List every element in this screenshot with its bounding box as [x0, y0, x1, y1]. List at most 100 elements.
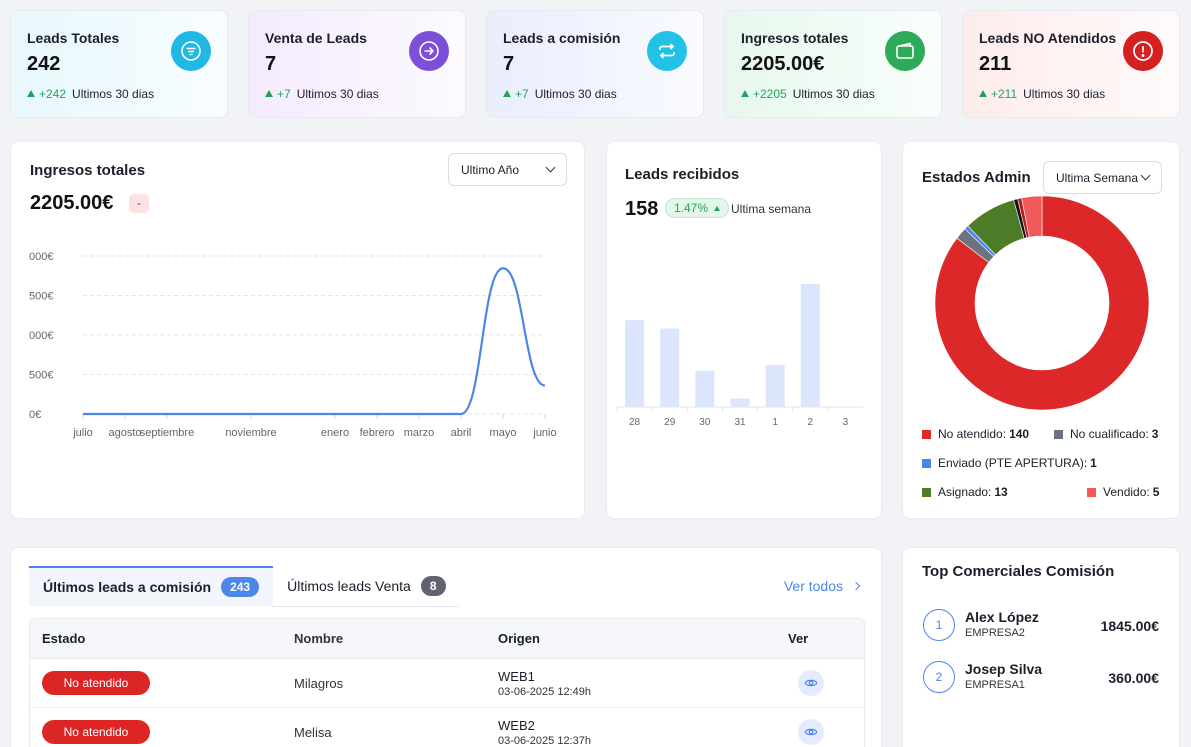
legend-swatch — [922, 487, 931, 497]
legend-item-no-cualificado[interactable]: No cualificado: 3 — [1054, 427, 1158, 441]
stat-title: Leads Totales — [27, 30, 120, 46]
count-badge: 243 — [221, 577, 260, 597]
up-arrow-icon — [265, 90, 273, 97]
stat-title: Ingresos totales — [741, 30, 849, 46]
comercial-name: Josep Silva — [965, 661, 1043, 677]
column-header: Ver — [788, 631, 809, 646]
filter-icon — [171, 31, 211, 71]
x-tick-label: noviembre — [225, 427, 276, 439]
rank-badge: 2 — [923, 661, 955, 693]
income-badge: - — [129, 194, 149, 213]
x-tick-label: 29 — [664, 417, 676, 428]
legend-item-enviado[interactable]: Enviado (PTE APERTURA): 1 — [922, 456, 1097, 470]
tab-divider — [271, 606, 459, 607]
table-row: No atendido Melisa WEB2 03-06-2025 12:37… — [30, 708, 864, 747]
x-tick-label: abril — [451, 427, 472, 439]
x-tick-label: agosto — [108, 427, 141, 439]
stat-value: 2205.00€ — [741, 53, 825, 75]
legend-label: No atendido: — [938, 427, 1007, 441]
view-eye-icon[interactable] — [798, 670, 824, 696]
lead-date: 03-06-2025 12:37h — [498, 734, 591, 747]
legend-value: 13 — [994, 485, 1008, 499]
delta-period: Ultimos 30 dias — [792, 87, 875, 101]
legend-item-vendido[interactable]: Vendido: 5 — [1087, 485, 1159, 499]
leads-percent-badge: 1.47% — [665, 198, 730, 218]
stat-delta: +7 Ultimos 30 dias — [503, 87, 617, 101]
column-header: Nombre — [294, 631, 344, 646]
leads-panel: Leads recibidos 158 1.47% Ultima semana … — [606, 141, 882, 519]
stat-value: 7 — [503, 53, 515, 75]
delta-value: +211 — [991, 87, 1018, 101]
up-arrow-icon — [503, 90, 511, 97]
estados-title: Estados Admin — [922, 169, 1031, 186]
leads-bar — [765, 365, 785, 407]
column-header: Estado — [42, 631, 86, 646]
x-tick-label: marzo — [404, 427, 435, 439]
percent-value: 1.47% — [674, 201, 709, 215]
legend-swatch — [1087, 487, 1096, 497]
wallet-icon — [885, 31, 925, 71]
stat-delta: +2205 Ultimos 30 dias — [741, 87, 875, 101]
delta-period: Ultimos 30 dias — [534, 87, 617, 101]
stat-value: 7 — [265, 53, 277, 75]
x-tick-label: junio — [532, 427, 556, 439]
top-comerciales-panel: Top Comerciales Comisión 1 Alex López EM… — [902, 547, 1180, 747]
x-tick-label: septiembre — [140, 427, 194, 439]
lead-name: Milagros — [294, 675, 344, 691]
legend-label: Vendido: — [1103, 485, 1150, 499]
x-tick-label: julio — [72, 427, 93, 439]
up-arrow-icon — [979, 90, 987, 97]
stat-delta: +242 Ultimos 30 dias — [27, 87, 154, 101]
top-title: Top Comerciales Comisión — [922, 563, 1115, 580]
income-value: 2205.00€ — [30, 192, 114, 214]
up-arrow-icon — [714, 205, 721, 211]
period-dropdown[interactable]: Ultimo Año — [448, 153, 567, 186]
leads-bar — [730, 398, 750, 407]
lead-origin: WEB2 — [498, 717, 535, 733]
tab-leads-comision[interactable]: Últimos leads a comisión 243 — [29, 566, 274, 606]
tab-label: Últimos leads Venta — [287, 578, 411, 594]
legend-label: No cualificado: — [1070, 427, 1149, 441]
lead-date: 03-06-2025 12:49h — [498, 685, 591, 698]
legend-item-asignado[interactable]: Asignado: 13 — [922, 485, 1008, 499]
legend-label: Enviado (PTE APERTURA): — [938, 456, 1088, 470]
stat-delta: +7 Ultimos 30 dias — [265, 87, 379, 101]
income-title: Ingresos totales — [30, 162, 146, 179]
leads-bar — [695, 370, 715, 407]
legend-item-no-atendido[interactable]: No atendido: 140 — [922, 427, 1029, 441]
x-tick-label: 1 — [772, 417, 778, 428]
x-tick-label: febrero — [360, 427, 395, 439]
lead-origin: WEB1 — [498, 668, 535, 684]
x-tick-label: 2 — [808, 417, 814, 428]
see-all-link[interactable]: Ver todos — [784, 578, 861, 594]
comercial-company: EMPRESA1 — [965, 679, 1025, 691]
leads-bar-chart: 28 29 30 31 1 2 3 — [616, 283, 863, 428]
y-tick-label: 0€ — [29, 409, 41, 421]
arrow-right-circle-icon — [409, 31, 449, 71]
column-header: Origen — [498, 631, 540, 646]
table-header: Estado Nombre Origen Ver — [30, 619, 864, 659]
x-tick-label: 31 — [734, 417, 746, 428]
estados-donut-chart — [934, 195, 1150, 411]
tab-leads-venta[interactable]: Últimos leads Venta 8 — [273, 566, 459, 606]
legend-value: 140 — [1009, 427, 1030, 441]
y-tick-label: 500€ — [29, 370, 53, 382]
delta-value: +2205 — [753, 87, 787, 101]
dropdown-label: Ultima Semana — [1056, 170, 1139, 185]
stat-card-leads-totales: Leads Totales 242 +242 Ultimos 30 dias — [10, 10, 228, 118]
delta-value: +242 — [39, 87, 67, 101]
estados-period-dropdown[interactable]: Ultima Semana — [1043, 161, 1162, 194]
y-tick-label: 500€ — [29, 291, 53, 303]
stat-delta: +211 Ultimos 30 dias — [979, 87, 1105, 101]
lead-name: Melisa — [294, 724, 332, 740]
comercial-name: Alex López — [965, 609, 1039, 625]
income-series-line — [82, 267, 546, 416]
legend-swatch — [922, 429, 931, 439]
stat-card-ingresos: Ingresos totales 2205.00€ +2205 Ultimos 3… — [724, 10, 942, 118]
count-badge: 8 — [420, 576, 446, 596]
legend-value: 3 — [1151, 427, 1159, 441]
stat-value: 211 — [979, 53, 1012, 75]
view-eye-icon[interactable] — [798, 719, 824, 745]
x-tick-label: mayo — [490, 427, 517, 439]
x-tick-label: 3 — [843, 417, 849, 428]
